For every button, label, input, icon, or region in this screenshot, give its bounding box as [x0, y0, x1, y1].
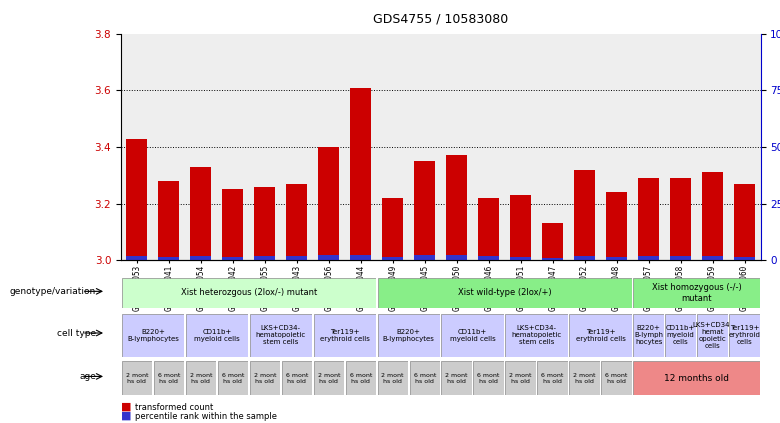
Text: B220+
B-lymphocytes: B220+ B-lymphocytes [127, 329, 179, 342]
Bar [446, 156, 467, 260]
Text: 2 mont
hs old: 2 mont hs old [381, 373, 404, 384]
Bar [414, 255, 435, 260]
Bar [158, 257, 179, 260]
Text: genotype/variation: genotype/variation [10, 287, 96, 296]
Bar [382, 198, 403, 260]
Text: 2 mont
hs old: 2 mont hs old [254, 373, 276, 384]
Bar [126, 138, 147, 260]
Bar [254, 256, 275, 260]
Bar [542, 258, 563, 260]
Text: Ter119+
erythroid cells: Ter119+ erythroid cells [576, 329, 626, 342]
Bar [446, 255, 467, 260]
Text: Xist homozygous (-/-)
mutant: Xist homozygous (-/-) mutant [651, 283, 742, 302]
Bar [702, 256, 723, 260]
Text: 2 mont
hs old: 2 mont hs old [126, 373, 148, 384]
Text: 6 mont
hs old: 6 mont hs old [285, 373, 308, 384]
Text: 6 mont
hs old: 6 mont hs old [477, 373, 500, 384]
Bar [286, 256, 307, 260]
Bar [606, 192, 627, 260]
Text: LKS+CD34-
hematopoietic
stem cells: LKS+CD34- hematopoietic stem cells [512, 325, 562, 345]
Text: CD11b+
myeloid
cells: CD11b+ myeloid cells [666, 325, 695, 345]
Text: Xist wild-type (2lox/+): Xist wild-type (2lox/+) [458, 288, 551, 297]
Bar [190, 256, 211, 260]
Bar [414, 161, 435, 260]
Text: Xist heterozgous (2lox/-) mutant: Xist heterozgous (2lox/-) mutant [181, 288, 317, 297]
Bar [318, 255, 339, 260]
Text: 6 mont
hs old: 6 mont hs old [541, 373, 564, 384]
Bar [670, 256, 691, 260]
Bar [638, 256, 659, 260]
Bar [542, 223, 563, 260]
Bar [606, 257, 627, 260]
Bar [734, 257, 755, 260]
Text: ■: ■ [121, 401, 131, 412]
Text: percentile rank within the sample: percentile rank within the sample [135, 412, 277, 421]
Text: 12 months old: 12 months old [664, 374, 729, 383]
Text: 6 mont
hs old: 6 mont hs old [349, 373, 372, 384]
Text: Ter119+
erythroid cells: Ter119+ erythroid cells [320, 329, 370, 342]
Text: B220+
B-lymph
hocytes: B220+ B-lymph hocytes [634, 325, 663, 345]
Bar [510, 257, 531, 260]
Text: B220+
B-lymphocytes: B220+ B-lymphocytes [383, 329, 434, 342]
Text: 2 mont
hs old: 2 mont hs old [573, 373, 596, 384]
Text: 6 mont
hs old: 6 mont hs old [605, 373, 628, 384]
Text: CD11b+
myeloid cells: CD11b+ myeloid cells [450, 329, 495, 342]
Bar [670, 178, 691, 260]
Text: 6 mont
hs old: 6 mont hs old [222, 373, 244, 384]
Bar [286, 184, 307, 260]
Bar [350, 88, 371, 260]
Text: age: age [80, 372, 96, 381]
Bar [222, 190, 243, 260]
Text: CD11b+
myeloid cells: CD11b+ myeloid cells [194, 329, 239, 342]
Bar [318, 147, 339, 260]
Bar [702, 173, 723, 260]
Bar [254, 187, 275, 260]
Bar [734, 184, 755, 260]
Bar [478, 198, 499, 260]
Text: LKS+CD34-
hemat
opoietic
cells: LKS+CD34- hemat opoietic cells [693, 322, 732, 349]
Bar [638, 178, 659, 260]
Text: 2 mont
hs old: 2 mont hs old [445, 373, 468, 384]
Bar [382, 257, 403, 260]
Text: LKS+CD34-
hematopoietic
stem cells: LKS+CD34- hematopoietic stem cells [256, 325, 306, 345]
Bar [510, 195, 531, 260]
Bar [222, 257, 243, 260]
Bar [478, 256, 499, 260]
Bar [350, 255, 371, 260]
Text: 6 mont
hs old: 6 mont hs old [413, 373, 436, 384]
Text: cell type: cell type [57, 329, 96, 338]
Text: 2 mont
hs old: 2 mont hs old [317, 373, 340, 384]
Text: Ter119+
erythroid
cells: Ter119+ erythroid cells [729, 325, 760, 345]
Text: ■: ■ [121, 411, 131, 421]
Text: 2 mont
hs old: 2 mont hs old [190, 373, 212, 384]
Text: 2 mont
hs old: 2 mont hs old [509, 373, 532, 384]
Bar [158, 181, 179, 260]
Bar [574, 256, 595, 260]
Bar [574, 170, 595, 260]
Text: transformed count: transformed count [135, 403, 213, 412]
Bar [126, 256, 147, 260]
Text: 6 mont
hs old: 6 mont hs old [158, 373, 180, 384]
Text: GDS4755 / 10583080: GDS4755 / 10583080 [373, 13, 509, 26]
Bar [190, 167, 211, 260]
